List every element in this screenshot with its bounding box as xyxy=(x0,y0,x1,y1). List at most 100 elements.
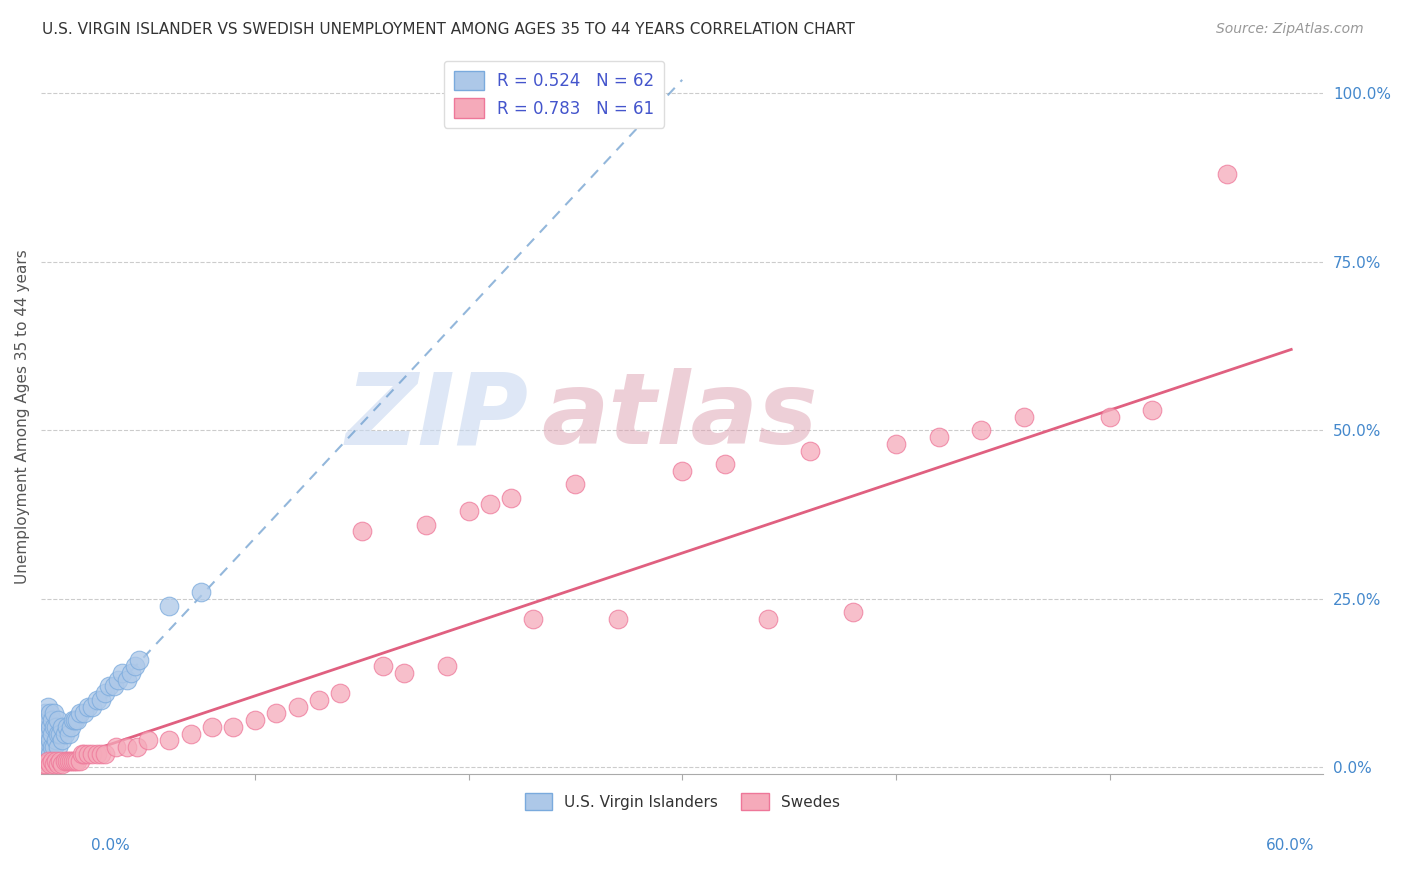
Point xyxy=(264,706,287,721)
Point xyxy=(1142,403,1164,417)
Point xyxy=(66,713,89,727)
Point xyxy=(415,517,437,532)
Point xyxy=(77,747,100,761)
Point xyxy=(37,740,59,755)
Point xyxy=(1098,409,1121,424)
Point xyxy=(70,747,93,761)
Point xyxy=(62,754,84,768)
Text: ZIP: ZIP xyxy=(346,368,529,466)
Point xyxy=(37,699,59,714)
Point xyxy=(243,713,266,727)
Point xyxy=(41,754,63,768)
Point xyxy=(157,599,180,613)
Point xyxy=(115,673,138,687)
Point xyxy=(564,477,586,491)
Point xyxy=(38,720,60,734)
Point xyxy=(45,720,67,734)
Point xyxy=(884,437,907,451)
Point xyxy=(104,740,127,755)
Point xyxy=(34,740,56,755)
Point xyxy=(51,720,73,734)
Point xyxy=(34,733,56,747)
Point xyxy=(436,659,458,673)
Point xyxy=(38,733,60,747)
Point xyxy=(41,740,63,755)
Point xyxy=(1012,409,1035,424)
Point xyxy=(60,754,83,768)
Point xyxy=(32,757,55,772)
Point xyxy=(128,652,150,666)
Text: 0.0%: 0.0% xyxy=(91,838,131,854)
Point xyxy=(38,747,60,761)
Point xyxy=(32,740,55,755)
Text: atlas: atlas xyxy=(541,368,818,466)
Point xyxy=(671,464,693,478)
Point xyxy=(928,430,950,444)
Point xyxy=(51,733,73,747)
Point xyxy=(457,504,479,518)
Point xyxy=(37,754,59,768)
Point xyxy=(46,740,69,755)
Point xyxy=(49,727,72,741)
Point xyxy=(34,706,56,721)
Point xyxy=(42,757,65,772)
Point xyxy=(60,720,83,734)
Point xyxy=(86,693,108,707)
Point xyxy=(32,727,55,741)
Point xyxy=(522,612,544,626)
Point xyxy=(120,665,142,680)
Point xyxy=(42,740,65,755)
Point xyxy=(58,727,80,741)
Point xyxy=(32,754,55,768)
Point xyxy=(842,605,865,619)
Point xyxy=(41,713,63,727)
Point xyxy=(501,491,523,505)
Point xyxy=(37,727,59,741)
Point xyxy=(38,706,60,721)
Point xyxy=(127,740,149,755)
Text: U.S. VIRGIN ISLANDER VS SWEDISH UNEMPLOYMENT AMONG AGES 35 TO 44 YEARS CORRELATI: U.S. VIRGIN ISLANDER VS SWEDISH UNEMPLOY… xyxy=(42,22,855,37)
Point xyxy=(190,585,212,599)
Point xyxy=(201,720,224,734)
Point xyxy=(34,727,56,741)
Point xyxy=(32,713,55,727)
Point xyxy=(287,699,309,714)
Point xyxy=(53,727,76,741)
Point xyxy=(32,747,55,761)
Point xyxy=(103,680,125,694)
Point xyxy=(350,524,373,539)
Point xyxy=(157,733,180,747)
Point xyxy=(66,754,89,768)
Point xyxy=(86,747,108,761)
Point xyxy=(34,747,56,761)
Point xyxy=(136,733,159,747)
Point xyxy=(42,720,65,734)
Point xyxy=(77,699,100,714)
Point xyxy=(73,706,96,721)
Point xyxy=(55,754,77,768)
Y-axis label: Unemployment Among Ages 35 to 44 years: Unemployment Among Ages 35 to 44 years xyxy=(15,250,30,584)
Point xyxy=(82,747,104,761)
Point xyxy=(37,713,59,727)
Point xyxy=(94,747,117,761)
Point xyxy=(69,706,91,721)
Point xyxy=(308,693,330,707)
Point xyxy=(478,498,501,512)
Point xyxy=(124,659,146,673)
Point xyxy=(34,720,56,734)
Point xyxy=(65,754,87,768)
Point xyxy=(73,747,96,761)
Point xyxy=(94,686,117,700)
Point xyxy=(62,713,84,727)
Point xyxy=(41,727,63,741)
Point xyxy=(45,733,67,747)
Point xyxy=(49,754,72,768)
Point xyxy=(34,757,56,772)
Legend: U.S. Virgin Islanders, Swedes: U.S. Virgin Islanders, Swedes xyxy=(519,787,846,816)
Point xyxy=(115,740,138,755)
Point xyxy=(55,720,77,734)
Point xyxy=(714,457,737,471)
Point xyxy=(222,720,245,734)
Text: 60.0%: 60.0% xyxy=(1267,838,1315,854)
Point xyxy=(51,757,73,772)
